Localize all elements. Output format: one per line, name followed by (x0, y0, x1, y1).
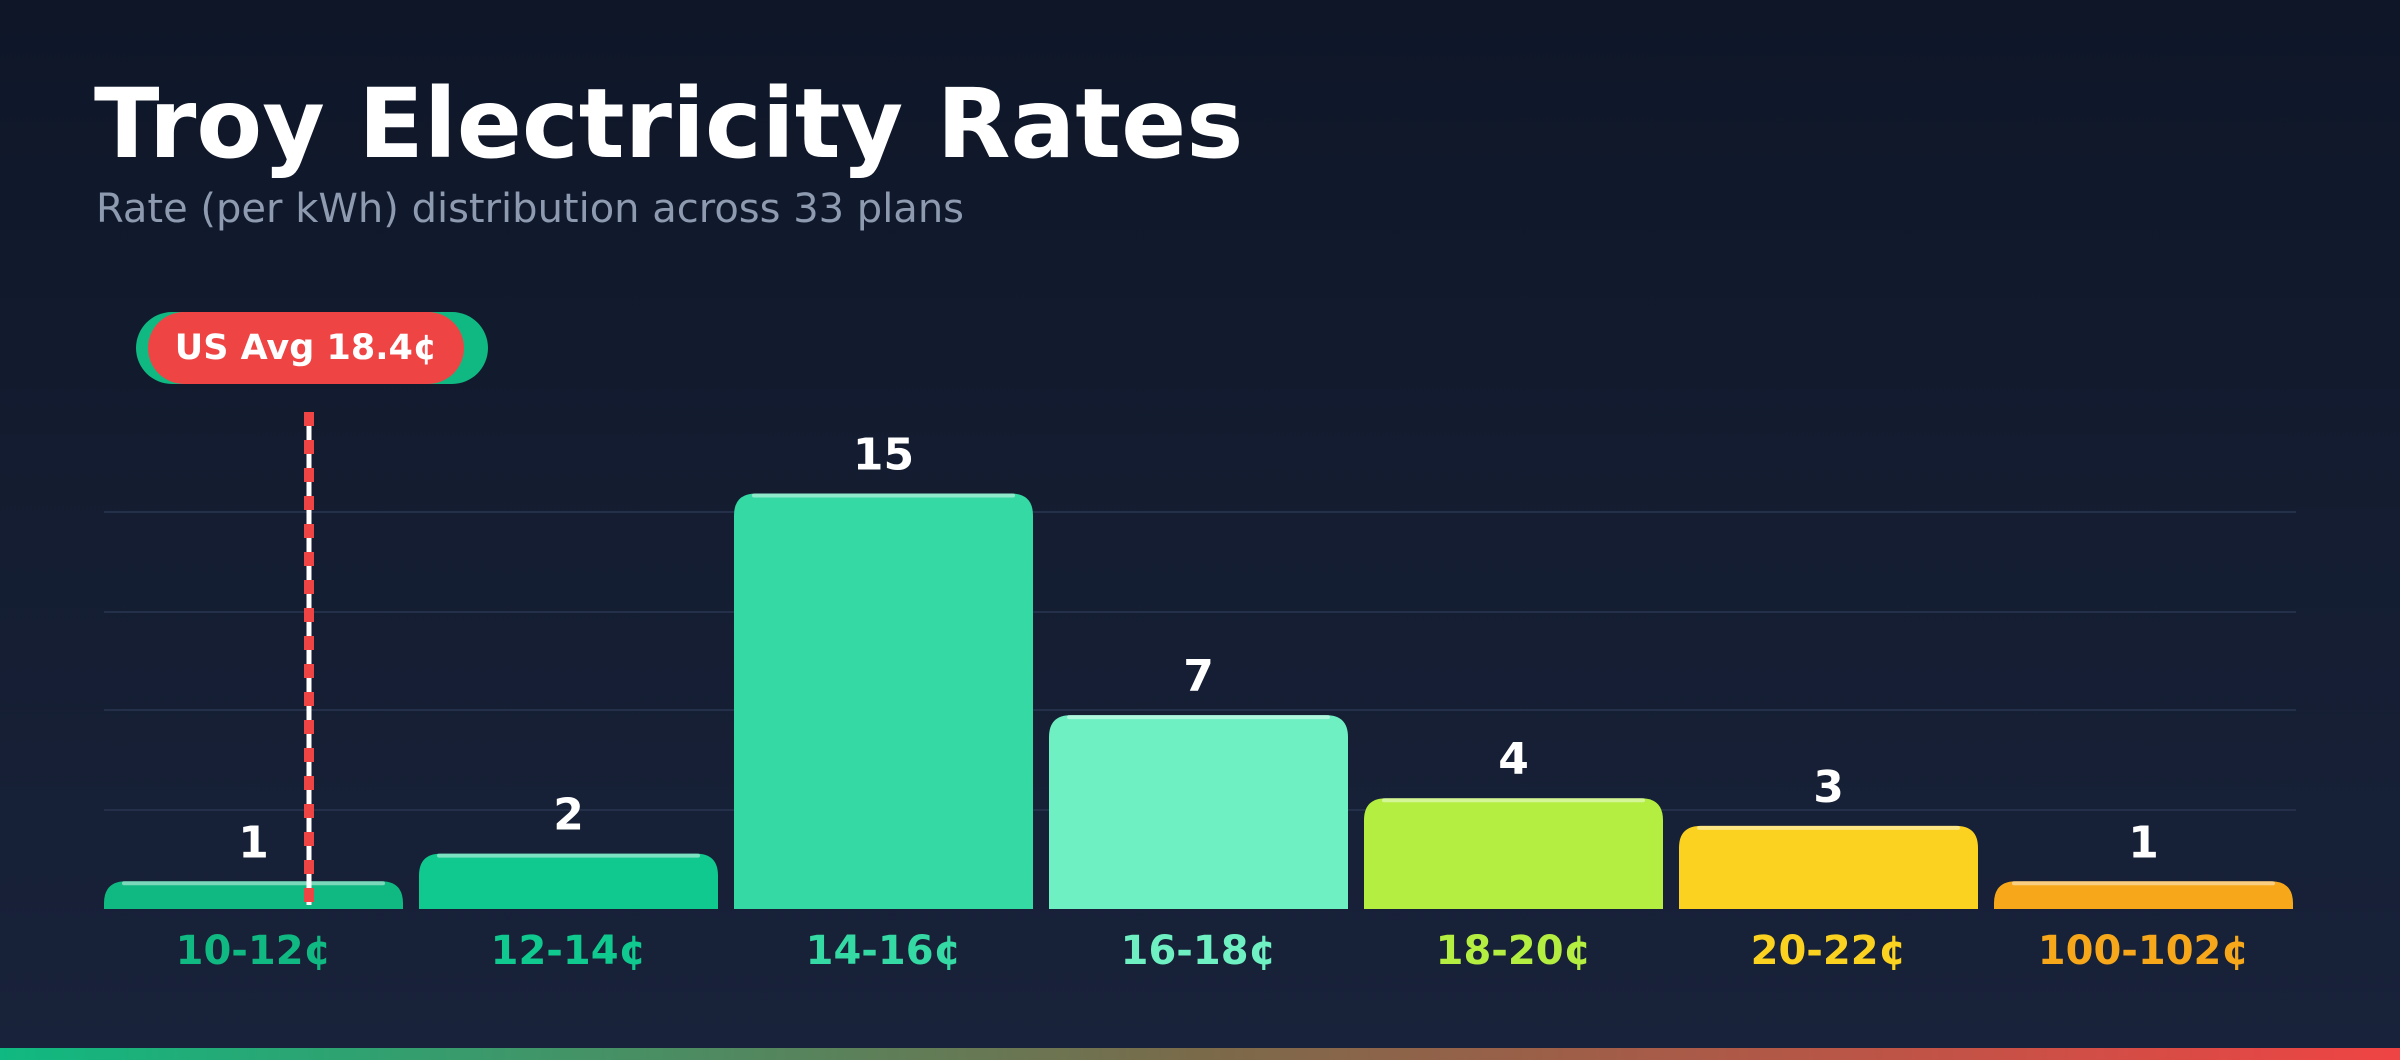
bar (1049, 715, 1348, 909)
bar-highlight (1697, 825, 1960, 830)
bar (1364, 798, 1663, 909)
bars (104, 493, 2293, 909)
tick-label: 20-22¢ (1751, 928, 1907, 974)
bar (419, 853, 718, 909)
value-labels: 1 2 15 7 4 3 1 (238, 430, 2159, 869)
us-average-label: US Avg 18.4¢ (148, 312, 464, 384)
data-label: 1 (238, 817, 269, 868)
data-label: 3 (1813, 762, 1844, 813)
data-label: 7 (1183, 651, 1214, 702)
tick-label: 100-102¢ (2038, 928, 2249, 974)
data-label: 1 (2128, 817, 2159, 868)
bar-highlight (2012, 881, 2275, 886)
bar-highlight (437, 853, 700, 858)
data-label: 15 (853, 430, 914, 481)
tick-label: 12-14¢ (491, 928, 647, 974)
tick-label: 16-18¢ (1121, 928, 1277, 974)
bottom-gradient-stripe (0, 1048, 2400, 1060)
data-label: 2 (553, 790, 584, 841)
chart-subtitle: Rate (per kWh) distribution across 33 pl… (96, 186, 965, 232)
tick-label: 10-12¢ (176, 928, 332, 974)
tick-label: 14-16¢ (806, 928, 962, 974)
bar (734, 493, 1033, 909)
bar-highlight (752, 493, 1015, 498)
category-ticks: 10-12¢ 12-14¢ 14-16¢ 16-18¢ 18-20¢ 20-22¢ 100-… (176, 928, 2250, 974)
chart-title: Troy Electricity Rates (94, 68, 1244, 180)
us-average-badge: US Avg 18.4¢ (136, 312, 488, 384)
bar (1679, 825, 1978, 909)
bar-highlight (1382, 798, 1645, 803)
bar (104, 881, 403, 909)
bar-highlight (1067, 715, 1330, 720)
data-label: 4 (1498, 734, 1529, 785)
bar (1994, 881, 2293, 909)
bar-highlight (122, 881, 385, 886)
tick-label: 18-20¢ (1436, 928, 1592, 974)
